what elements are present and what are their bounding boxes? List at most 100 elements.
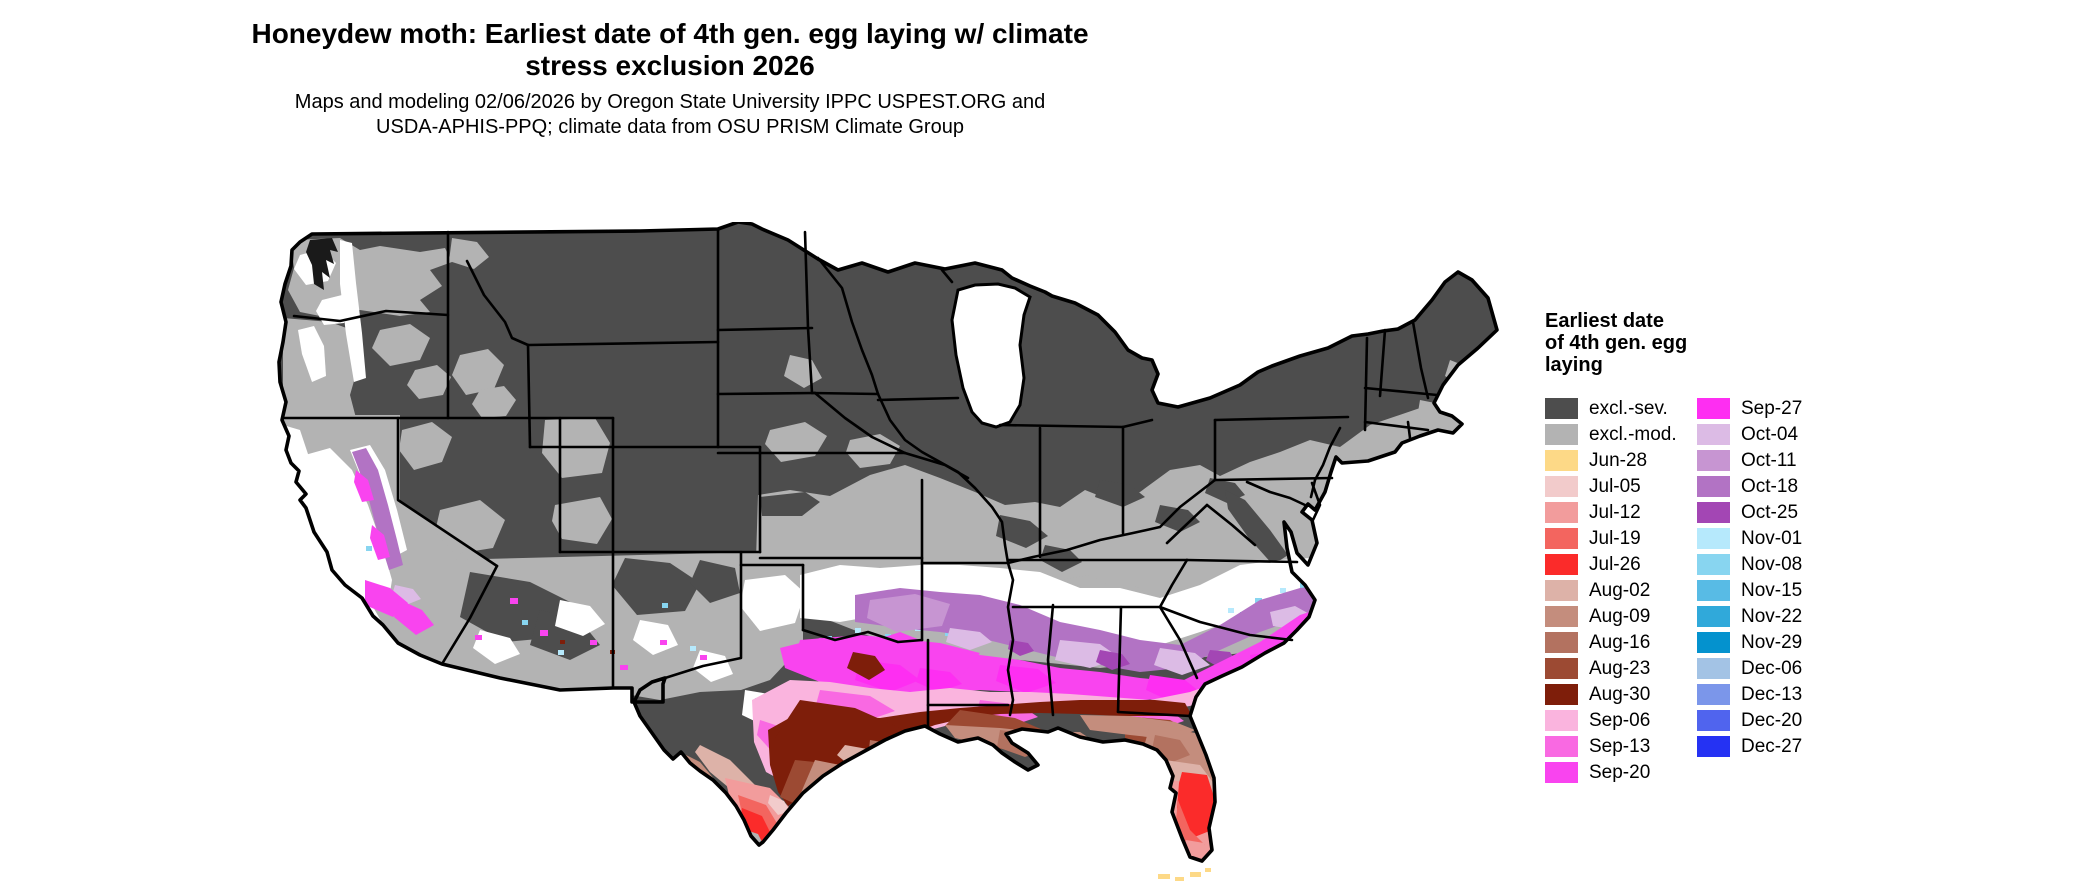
legend-swatch-aug23 (1545, 658, 1578, 679)
us-choropleth-map (232, 220, 1512, 888)
legend-item-label: Dec-27 (1741, 736, 1803, 757)
legend-item-label: Nov-01 (1741, 528, 1803, 549)
legend-item: Dec-06 (1697, 658, 1802, 679)
map-subtitle-line1: Maps and modeling 02/06/2026 by Oregon S… (294, 91, 1046, 113)
state-borders (281, 227, 1439, 728)
legend-item-label: Jul-19 (1589, 528, 1641, 549)
legend-item: Jul-19 (1545, 528, 1677, 549)
legend-item-label: excl.-mod. (1589, 424, 1677, 445)
legend-item: Jul-12 (1545, 502, 1677, 523)
legend-item: Oct-04 (1697, 424, 1802, 445)
legend-item-label: Sep-06 (1589, 710, 1651, 731)
puget-sound (306, 238, 338, 290)
legend-item-label: Sep-13 (1589, 736, 1651, 757)
legend-item: Jun-28 (1545, 450, 1677, 471)
legend-swatch-jul12 (1545, 502, 1578, 523)
legend-item-label: Jul-05 (1589, 476, 1641, 497)
legend-item-label: Jul-26 (1589, 554, 1641, 575)
legend-swatch-jul19 (1545, 528, 1578, 549)
legend-swatch-aug30 (1545, 684, 1578, 705)
legend-swatch-dec06 (1697, 658, 1730, 679)
legend-swatch-jul05 (1545, 476, 1578, 497)
legend-swatch-excl_sev (1545, 398, 1578, 419)
map-title: Honeydew moth: Earliest date of 4th gen.… (0, 18, 1340, 82)
legend-item-label: Aug-23 (1589, 658, 1651, 679)
legend-swatch-nov08 (1697, 554, 1730, 575)
legend-item: Aug-30 (1545, 684, 1677, 705)
legend-title: Earliest date of 4th gen. egg laying (1545, 310, 1975, 376)
mottle-dark (460, 478, 1288, 660)
legend-item: Nov-15 (1697, 580, 1802, 601)
legend-swatch-oct18 (1697, 476, 1730, 497)
map-title-line1: Honeydew moth: Earliest date of 4th gen.… (251, 18, 1089, 49)
legend-swatch-sep20 (1545, 762, 1578, 783)
legend-swatch-jun28 (1545, 450, 1578, 471)
legend-swatch-dec13 (1697, 684, 1730, 705)
legend-swatch-aug02 (1545, 580, 1578, 601)
legend-item-label: Nov-15 (1741, 580, 1803, 601)
legend-item-label: Sep-20 (1589, 762, 1651, 783)
legend-item-label: Nov-22 (1741, 606, 1803, 627)
legend-item: excl.-sev. (1545, 398, 1677, 419)
legend-item-label: Aug-16 (1589, 632, 1651, 653)
legend-item: Jul-05 (1545, 476, 1677, 497)
legend-item: Dec-13 (1697, 684, 1802, 705)
legend-swatch-dec20 (1697, 710, 1730, 731)
map-subtitle-line2: USDA-APHIS-PPQ; climate data from OSU PR… (376, 116, 964, 138)
legend-swatch-aug16 (1545, 632, 1578, 653)
legend-item: Oct-11 (1697, 450, 1802, 471)
legend-swatch-nov01 (1697, 528, 1730, 549)
legend-item: Oct-18 (1697, 476, 1802, 497)
legend-swatch-oct25 (1697, 502, 1730, 523)
legend-title-line2: of 4th gen. egg (1545, 332, 1688, 354)
legend: Earliest date of 4th gen. egg laying exc… (1545, 310, 1975, 783)
legend-item-label: Oct-25 (1741, 502, 1799, 523)
legend-item-label: Oct-04 (1741, 424, 1799, 445)
legend-column-1: excl.-sev. excl.-mod. Jun-28 Jul-05 Jul-12 Ju… (1545, 398, 1677, 788)
map-title-line2: stress exclusion 2026 (525, 50, 815, 81)
legend-swatch-aug09 (1545, 606, 1578, 627)
legend-swatch-dec27 (1697, 736, 1730, 757)
legend-swatch-sep06 (1545, 710, 1578, 731)
lake-michigan (950, 282, 1032, 429)
florida-keys-jun28 (1158, 868, 1211, 881)
legend-item: Nov-22 (1697, 606, 1802, 627)
legend-item-label: Jul-12 (1589, 502, 1641, 523)
legend-item: Dec-20 (1697, 710, 1802, 731)
legend-item: excl.-mod. (1545, 424, 1677, 445)
legend-item-label: Dec-20 (1741, 710, 1803, 731)
map-raster-layers (279, 222, 1497, 861)
legend-item-label: Dec-06 (1741, 658, 1803, 679)
legend-item-label: Aug-30 (1589, 684, 1651, 705)
legend-item-label: Nov-08 (1741, 554, 1803, 575)
legend-swatch-nov22 (1697, 606, 1730, 627)
legend-item-label: Aug-09 (1589, 606, 1651, 627)
legend-item-label: Dec-13 (1741, 684, 1803, 705)
legend-item: Aug-09 (1545, 606, 1677, 627)
legend-item: Nov-08 (1697, 554, 1802, 575)
legend-swatch-oct04 (1697, 424, 1730, 445)
legend-item: Nov-01 (1697, 528, 1802, 549)
legend-column-2: Sep-27 Oct-04 Oct-11 Oct-18 Oct-25 Nov-01 Nov-… (1697, 398, 1802, 762)
legend-swatch-excl_mod (1545, 424, 1578, 445)
legend-swatch-sep27 (1697, 398, 1730, 419)
legend-swatch-oct11 (1697, 450, 1730, 471)
legend-item: Aug-02 (1545, 580, 1677, 601)
legend-item-label: excl.-sev. (1589, 398, 1668, 419)
legend-item-label: Nov-29 (1741, 632, 1803, 653)
map-subtitle: Maps and modeling 02/06/2026 by Oregon S… (0, 90, 1340, 140)
legend-swatch-nov15 (1697, 580, 1730, 601)
legend-item: Aug-16 (1545, 632, 1677, 653)
legend-item: Jul-26 (1545, 554, 1677, 575)
legend-item: Sep-06 (1545, 710, 1677, 731)
legend-swatch-jul26 (1545, 554, 1578, 575)
legend-item: Aug-23 (1545, 658, 1677, 679)
legend-item-label: Oct-11 (1741, 450, 1797, 471)
legend-title-line3: laying (1545, 354, 1603, 376)
legend-item-label: Aug-02 (1589, 580, 1651, 601)
legend-swatch-sep13 (1545, 736, 1578, 757)
legend-item: Sep-20 (1545, 762, 1677, 783)
us-map-svg (277, 220, 1499, 881)
us-outline (277, 220, 1499, 863)
